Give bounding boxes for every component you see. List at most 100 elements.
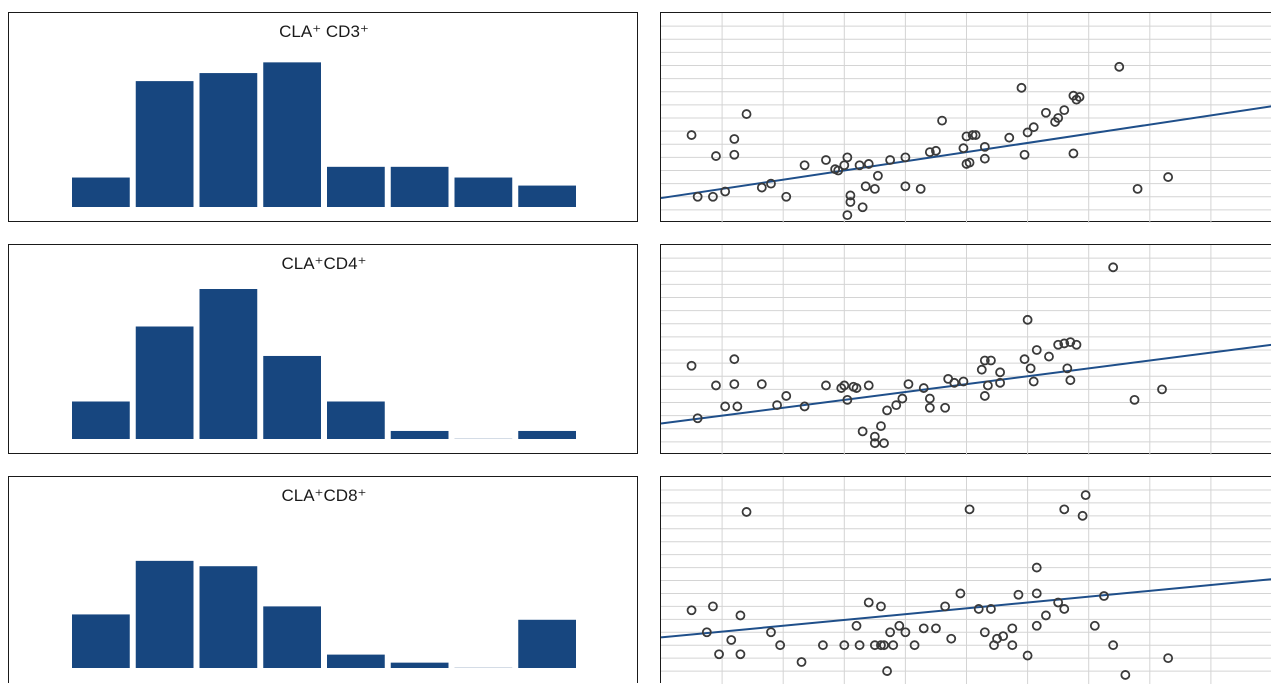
scatter-point bbox=[1163, 653, 1174, 664]
scatter-point bbox=[845, 190, 856, 201]
scatter-point bbox=[979, 391, 990, 401]
scatter-point bbox=[873, 170, 883, 181]
scatter-point bbox=[885, 155, 896, 165]
scatter-point bbox=[979, 627, 990, 638]
scatter-point bbox=[686, 130, 697, 140]
scatter-point bbox=[863, 159, 874, 169]
scatter-point bbox=[924, 147, 935, 158]
scatter-point bbox=[833, 165, 844, 176]
histogram-title: CLA⁺ CD3⁺ bbox=[279, 22, 369, 41]
grid bbox=[661, 245, 1271, 455]
scatter-point bbox=[931, 145, 941, 156]
scatter-point bbox=[1108, 640, 1119, 651]
scatter-point bbox=[1077, 510, 1088, 521]
scatter-plot-cd4 bbox=[660, 245, 1271, 455]
histogram-bar bbox=[135, 560, 194, 668]
histogram-bar bbox=[454, 177, 513, 207]
scatter-point bbox=[1059, 504, 1070, 515]
histogram-bar bbox=[199, 289, 258, 439]
scatter-point bbox=[949, 377, 960, 388]
scatter-point bbox=[708, 191, 718, 202]
scatter-point bbox=[1031, 562, 1042, 573]
scatter-point bbox=[918, 383, 929, 393]
scatter-point bbox=[995, 367, 1006, 378]
histogram-bar bbox=[454, 438, 513, 439]
scatter-point bbox=[1025, 363, 1036, 374]
scatter-point bbox=[711, 151, 721, 161]
scatter-point bbox=[799, 160, 810, 171]
scatter-point bbox=[869, 640, 880, 651]
scatter-point bbox=[860, 181, 871, 192]
scatter-point bbox=[1163, 172, 1174, 182]
scatter-point bbox=[1022, 650, 1033, 661]
scatter-point bbox=[995, 377, 1006, 388]
scatter-point bbox=[857, 426, 868, 437]
histogram-bar bbox=[454, 667, 513, 668]
histogram-bar bbox=[135, 326, 194, 439]
scatter-point bbox=[1065, 375, 1076, 386]
histogram-panel-cd8: CLA⁺CD8⁺ bbox=[8, 476, 638, 683]
scatter-point bbox=[692, 191, 703, 202]
scatter-point bbox=[729, 379, 740, 390]
scatter-point bbox=[869, 438, 880, 449]
scatter-point bbox=[1028, 122, 1039, 133]
scatter-point bbox=[1089, 620, 1100, 631]
scatter-point bbox=[1132, 183, 1143, 194]
scatter-point bbox=[732, 401, 743, 412]
scatter-point bbox=[876, 640, 886, 651]
scatter-point bbox=[766, 178, 776, 189]
scatter-point bbox=[986, 355, 996, 366]
scatter-point bbox=[1059, 105, 1070, 116]
scatter-point bbox=[720, 186, 731, 197]
scatter-point bbox=[1053, 339, 1064, 350]
scatter-point bbox=[851, 383, 862, 393]
scatter-point bbox=[967, 130, 978, 140]
scatter-point bbox=[869, 183, 880, 194]
scatter-point bbox=[845, 197, 856, 207]
scatter-point bbox=[1016, 82, 1027, 93]
scatter-point bbox=[741, 507, 752, 517]
scatter-point bbox=[1004, 132, 1015, 143]
scatter-point bbox=[714, 649, 724, 660]
scatter-point bbox=[686, 605, 697, 616]
scatter-point bbox=[775, 640, 786, 651]
scatter-point bbox=[869, 431, 880, 442]
histogram-cd8: CLA⁺CD8⁺ bbox=[72, 486, 576, 668]
scatter-point bbox=[970, 130, 981, 140]
scatter-point bbox=[1074, 92, 1085, 102]
scatter-point bbox=[958, 143, 969, 154]
scatter-point bbox=[918, 623, 929, 634]
scatter-point bbox=[1013, 589, 1024, 600]
scatter-point bbox=[842, 394, 853, 405]
histogram-bar bbox=[518, 619, 576, 668]
scatter-point bbox=[796, 657, 807, 667]
histogram-bar bbox=[518, 185, 576, 207]
scatter-point bbox=[955, 588, 966, 599]
scatter-point bbox=[1080, 490, 1091, 501]
scatter-point bbox=[692, 413, 703, 424]
scatter-point bbox=[839, 160, 850, 171]
scatter-point bbox=[1007, 623, 1018, 634]
scatter-point bbox=[726, 635, 737, 645]
scatter-point bbox=[711, 380, 721, 391]
scatter-point bbox=[854, 640, 865, 651]
scatter-point bbox=[876, 421, 886, 432]
histogram-bar bbox=[263, 606, 321, 668]
scatter-point bbox=[900, 627, 911, 638]
histogram-bar bbox=[327, 401, 385, 439]
scatter-point bbox=[1053, 597, 1064, 608]
histogram-title: CLA⁺CD4⁺ bbox=[281, 254, 366, 273]
scatter-point bbox=[686, 360, 697, 371]
scatter-point bbox=[1099, 591, 1109, 601]
scatter-point bbox=[885, 627, 896, 638]
scatter-point bbox=[979, 355, 990, 366]
histogram-bar bbox=[390, 662, 449, 668]
scatter-panel-cd4 bbox=[660, 244, 1271, 455]
scatter-point bbox=[1120, 670, 1131, 680]
scatter-point bbox=[1019, 149, 1030, 160]
scatter-point bbox=[891, 400, 902, 411]
scatter-point bbox=[961, 131, 972, 142]
scatter-point bbox=[1007, 640, 1018, 651]
scatter-point bbox=[818, 640, 828, 651]
scatter-point bbox=[708, 601, 718, 612]
